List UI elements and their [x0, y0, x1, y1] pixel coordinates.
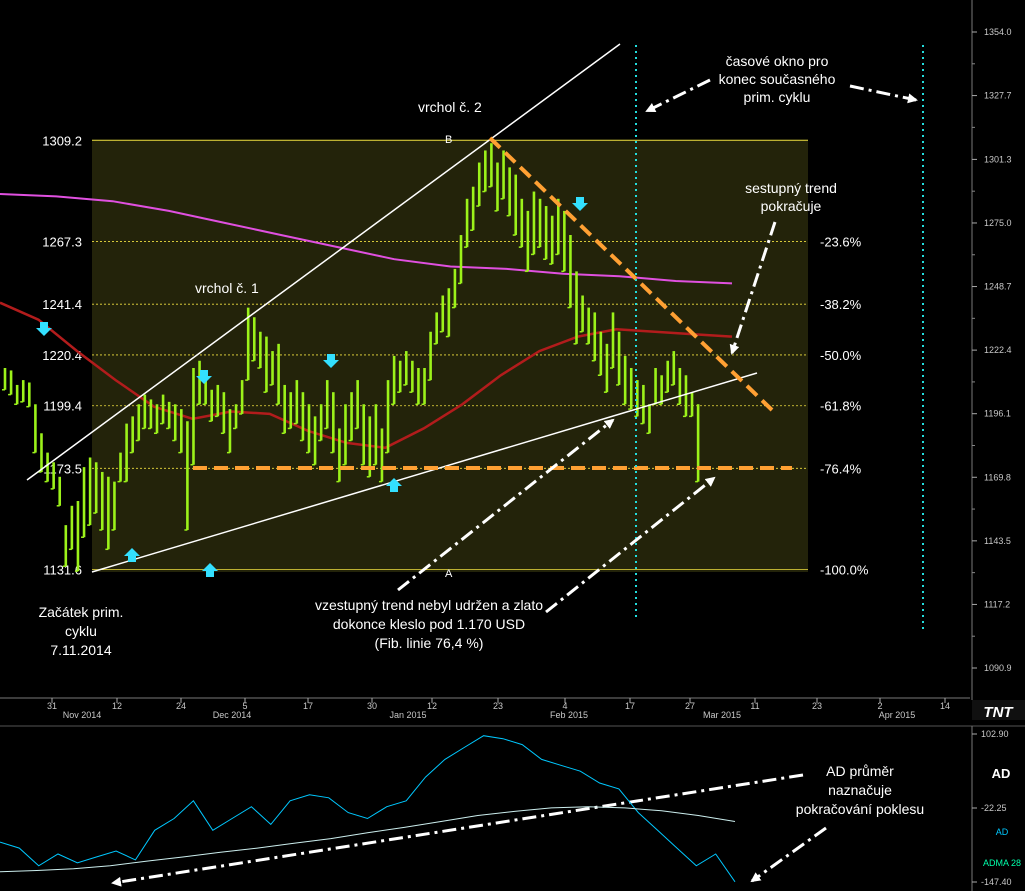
- ad-y-tick-label: -147.40: [981, 877, 1012, 887]
- fib-price-label: 1309.2: [42, 133, 82, 148]
- y-tick-label: 1222.4: [984, 345, 1012, 355]
- y-tick-label: 1327.7: [984, 91, 1012, 101]
- x-tick-label: 14: [940, 701, 950, 711]
- fib-pct-label: -38.2%: [820, 297, 862, 312]
- point-label-a: A: [445, 568, 453, 580]
- annotation-time-window-3: prim. cyklu: [744, 89, 811, 105]
- annotation-uptrend-break-1: vzestupný trend nebyl udržen a zlato: [315, 597, 543, 613]
- downtrend-line: [488, 136, 774, 412]
- x-tick-label: 12: [427, 701, 437, 711]
- annotation-ad-1: AD průměr: [826, 763, 894, 779]
- x-tick-label: Mar 2015: [703, 710, 741, 720]
- fib-price-label: 1220.4: [42, 348, 82, 363]
- x-tick-label: Apr 2015: [879, 710, 916, 720]
- tnt-logo-text: TNT: [983, 704, 1014, 721]
- y-tick-label: 1248.7: [984, 282, 1012, 292]
- adma-line: [0, 806, 736, 873]
- down-signal-icon: [572, 197, 588, 211]
- annotation-time-window-2: konec současného: [719, 71, 836, 87]
- down-signal-icon: [323, 354, 339, 368]
- arrow-uptrend-break-2: [545, 476, 716, 614]
- x-tick-label: 5: [242, 701, 247, 711]
- x-tick-label: Dec 2014: [213, 710, 252, 720]
- y-tick-label: 1301.3: [984, 154, 1012, 164]
- annotation-ad-3: pokračování poklesu: [796, 801, 924, 817]
- x-tick-label: 4: [562, 701, 567, 711]
- annotation-downtrend-2: pokračuje: [761, 198, 822, 214]
- annotation-uptrend-break-2: dokonce kleslo pod 1.170 USD: [333, 616, 525, 632]
- x-tick-label: 31: [47, 701, 57, 711]
- annotation-peak1: vrchol č. 1: [195, 280, 259, 296]
- uptrend-line: [91, 372, 758, 573]
- x-tick-label: Nov 2014: [63, 710, 102, 720]
- arrow-uptrend-break-1: [397, 418, 615, 592]
- annotation-ad-2: naznačuje: [828, 782, 892, 798]
- fib-pct-label: -100.0%: [820, 563, 869, 578]
- x-tick-label: 17: [303, 701, 313, 711]
- x-tick-label: 11: [750, 701, 759, 711]
- annotation-cycle-start-1: Začátek prim.: [39, 604, 124, 620]
- legend-ad: AD: [996, 827, 1009, 837]
- arrow-ad-trend: [111, 773, 804, 887]
- annotation-downtrend-1: sestupný trend: [745, 180, 837, 196]
- fib-price-label: 1267.3: [42, 235, 82, 250]
- y-tick-label: 1275.0: [984, 218, 1012, 228]
- ad-y-tick-label: -22.25: [981, 803, 1007, 813]
- x-tick-label: 30: [367, 701, 377, 711]
- annotation-peak2: vrchol č. 2: [418, 99, 482, 115]
- up-signal-icon: [386, 478, 402, 492]
- down-signal-icon: [36, 322, 52, 336]
- y-tick-label: 1117.2: [984, 599, 1010, 609]
- fib-pct-label: -50.0%: [820, 348, 862, 363]
- y-tick-label: 1169.8: [984, 472, 1011, 482]
- arrow-time-window-left: [645, 78, 711, 113]
- ad-y-tick-label: 102.90: [981, 729, 1009, 739]
- fib-pct-label: -61.8%: [820, 399, 862, 414]
- x-tick-label: 27: [685, 701, 695, 711]
- legend-adma-28: ADMA 28: [983, 858, 1021, 868]
- tnt-logo: TNT: [972, 700, 1025, 721]
- up-signal-icon: [124, 548, 140, 562]
- arrow-downtrend: [729, 221, 777, 355]
- annotation-time-window-1: časové okno pro: [726, 53, 829, 69]
- x-tick-label: 23: [812, 701, 822, 711]
- up-signal-icon: [202, 563, 218, 577]
- fib-price-label: 1131.6: [43, 563, 82, 578]
- fib-pct-label: -76.4%: [820, 461, 862, 476]
- fib-pct-label: -23.6%: [820, 235, 862, 250]
- y-tick-label: 1090.9: [984, 663, 1012, 673]
- y-tick-label: 1354.0: [984, 27, 1012, 37]
- point-label-b: B: [445, 134, 452, 146]
- x-tick-label: 2: [877, 701, 882, 711]
- x-tick-label: 12: [112, 701, 122, 711]
- ad-line: [0, 735, 736, 883]
- annotation-cycle-start-3: 7.11.2014: [50, 642, 111, 658]
- annotation-uptrend-break-3: (Fib. linie 76,4 %): [375, 635, 484, 651]
- ad-panel-label: AD: [992, 766, 1011, 781]
- fib-zone: [92, 139, 808, 572]
- annotation-cycle-start-2: cyklu: [65, 623, 97, 639]
- arrow-ad-decline: [750, 826, 827, 883]
- arrow-time-window-right: [849, 84, 918, 104]
- moving-average-short: [0, 301, 733, 450]
- fib-price-label: 1241.4: [42, 297, 82, 312]
- uptrend-channel-upper: [26, 43, 621, 481]
- y-tick-label: 1143.5: [984, 536, 1011, 546]
- x-tick-label: 17: [625, 701, 635, 711]
- moving-average-long: [0, 193, 733, 285]
- y-tick-label: 1196.1: [984, 409, 1011, 419]
- x-tick-label: Jan 2015: [389, 710, 426, 720]
- x-tick-label: 24: [176, 701, 186, 711]
- x-tick-label: 23: [493, 701, 503, 711]
- x-tick-label: Feb 2015: [550, 710, 588, 720]
- down-signal-icon: [196, 370, 212, 384]
- fib-price-label: 1199.4: [43, 399, 82, 414]
